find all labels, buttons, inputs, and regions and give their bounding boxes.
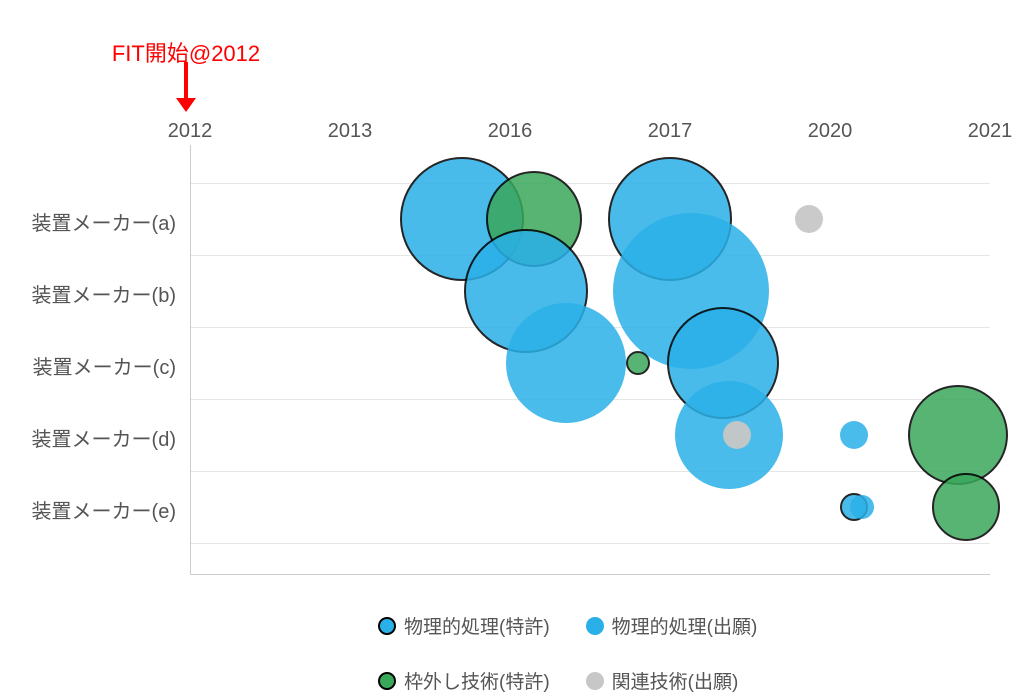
- legend-swatch: [378, 617, 396, 635]
- y-tick-label: 装置メーカー(c): [33, 351, 176, 380]
- x-tick-label: 2017: [648, 120, 693, 143]
- legend-item: 関連技術(出願): [586, 667, 739, 694]
- x-tick-label: 2016: [488, 120, 533, 143]
- y-tick-label: 装置メーカー(b): [32, 279, 176, 308]
- y-tick-label: 装置メーカー(d): [32, 423, 176, 452]
- legend-item: 枠外し技術(特許): [378, 667, 550, 694]
- bubble: [932, 473, 1000, 541]
- gridline: [191, 543, 990, 544]
- x-tick-label: 2013: [328, 120, 373, 143]
- legend-item: 物理的処理(出願): [586, 612, 758, 639]
- y-tick-label: 装置メーカー(a): [32, 207, 176, 236]
- bubble: [506, 303, 626, 423]
- legend-label: 物理的処理(出願): [612, 612, 758, 639]
- bubble: [795, 205, 823, 233]
- legend-swatch: [586, 672, 604, 690]
- legend: 物理的処理(特許) 物理的処理(出願) 枠外し技術(特許) 関連技術(出願): [378, 612, 898, 694]
- legend-label: 物理的処理(特許): [404, 612, 550, 639]
- y-tick-label: 装置メーカー(e): [32, 495, 176, 524]
- x-tick-label: 2012: [168, 120, 213, 143]
- annotation-arrow: [176, 62, 196, 112]
- bubble: [723, 421, 751, 449]
- bubble: [850, 495, 874, 519]
- legend-label: 枠外し技術(特許): [404, 667, 550, 694]
- bubble: [840, 421, 868, 449]
- legend-swatch: [378, 672, 396, 690]
- legend-swatch: [586, 617, 604, 635]
- gridline: [191, 471, 990, 472]
- gridline: [191, 255, 990, 256]
- x-tick-label: 2020: [808, 120, 853, 143]
- bubble: [908, 385, 1008, 485]
- bubble: [626, 351, 650, 375]
- legend-label: 関連技術(出願): [612, 667, 739, 694]
- bubble-chart: FIT開始@2012 201220132016201720202021 装置メー…: [0, 0, 1024, 696]
- legend-item: 物理的処理(特許): [378, 612, 550, 639]
- gridline: [191, 183, 990, 184]
- x-tick-label: 2021: [968, 120, 1013, 143]
